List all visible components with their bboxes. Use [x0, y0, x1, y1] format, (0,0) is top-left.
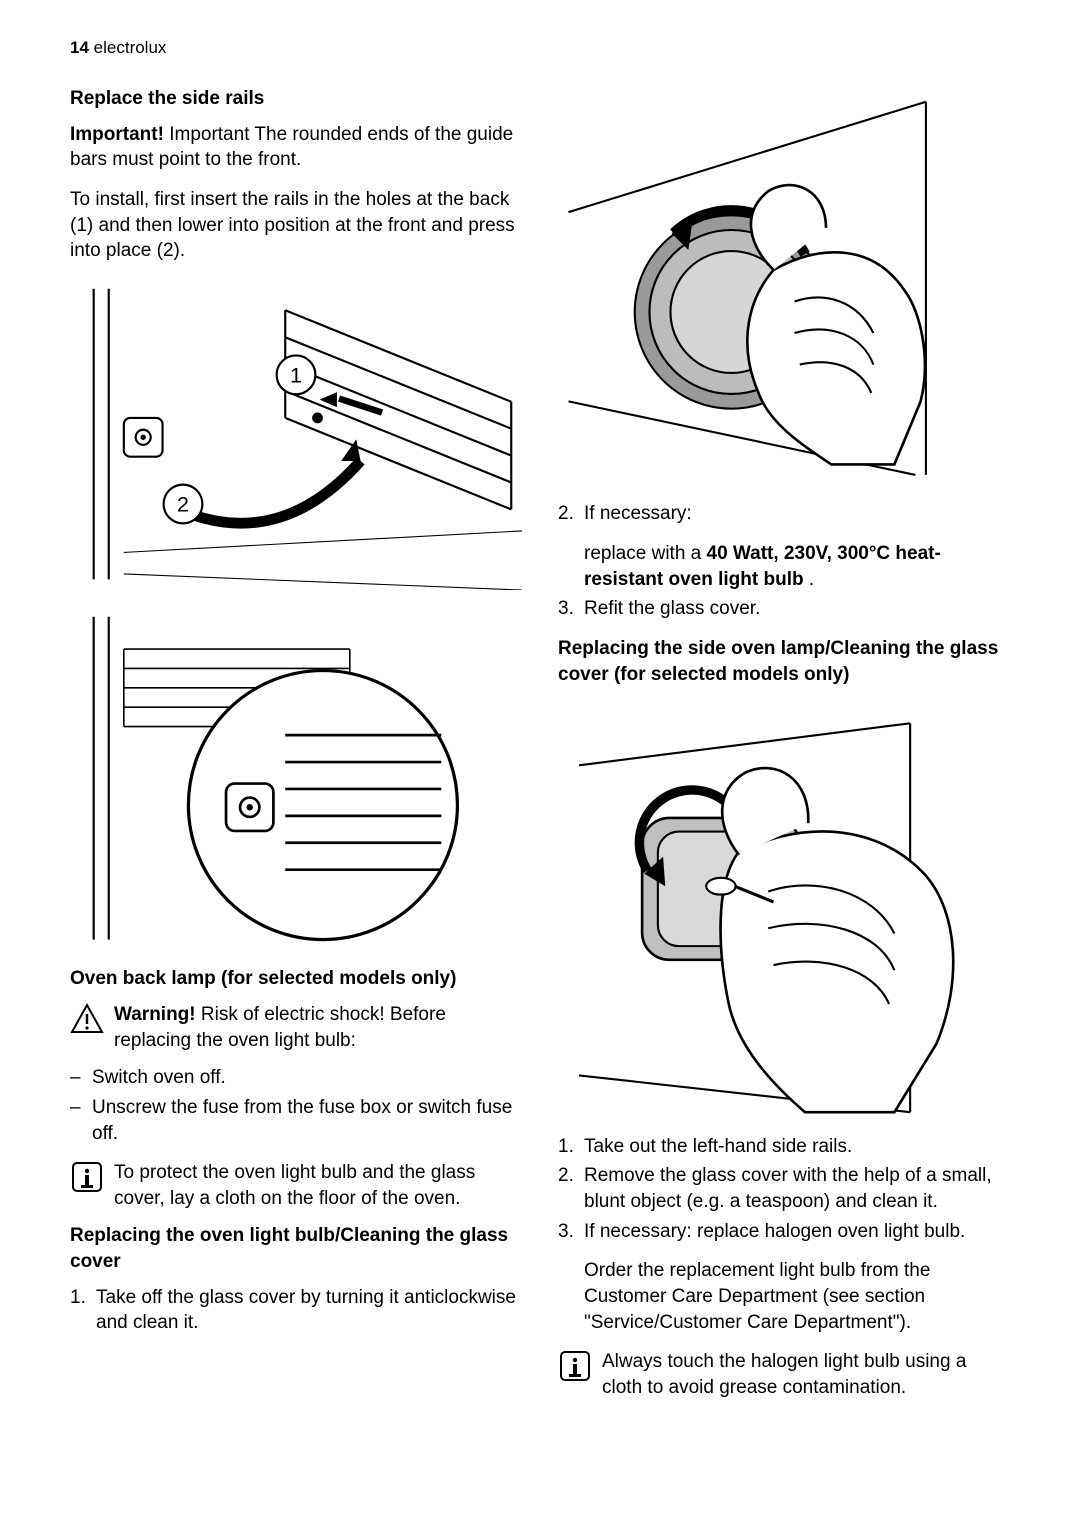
rails-detail-svg — [70, 606, 522, 950]
step-text: Take off the glass cover by turning it a… — [96, 1287, 516, 1334]
s3b: Order the replacement light bulb from th… — [558, 1258, 1010, 1335]
heading-back-lamp: Oven back lamp (for selected models only… — [70, 966, 522, 992]
bulb-steps-right-3: 3.Refit the glass cover. — [558, 596, 1010, 622]
list-item: 3.Refit the glass cover. — [558, 596, 1010, 622]
info-icon — [70, 1160, 104, 1194]
heading-replace-bulb: Replacing the oven light bulb/Cleaning t… — [70, 1223, 522, 1274]
list-item: 1.Take off the glass cover by turning it… — [70, 1285, 522, 1336]
side-lamp-svg — [558, 697, 1010, 1117]
important-paragraph: Important! Important The rounded ends of… — [70, 122, 522, 173]
page-number: 14 — [70, 38, 89, 57]
step2-lead: If necessary: — [584, 503, 692, 524]
precaution-list: Switch oven off. Unscrew the fuse from t… — [70, 1065, 522, 1146]
info-block-halogen: Always touch the halogen light bulb usin… — [558, 1349, 1010, 1400]
rails-insert-svg: 1 2 — [70, 278, 522, 590]
callout-1: 1 — [290, 363, 302, 387]
install-paragraph: To install, first insert the rails in th… — [70, 187, 522, 264]
page-header: 14 electrolux — [70, 38, 1010, 58]
important-lead: Important! — [70, 124, 164, 145]
list-item: Unscrew the fuse from the fuse box or sw… — [70, 1095, 522, 1146]
heading-replace-rails: Replace the side rails — [70, 86, 522, 112]
side-lamp-steps: 1.Take out the left-hand side rails. 2.R… — [558, 1134, 1010, 1245]
bulb-steps-right: 2. If necessary: — [558, 501, 1010, 527]
step3-text: Refit the glass cover. — [584, 598, 760, 619]
warning-block: Warning! Risk of electric shock! Before … — [70, 1002, 522, 1053]
figure-rails-detail — [70, 606, 522, 950]
list-item: 3.If necessary: replace halogen oven lig… — [558, 1219, 1010, 1245]
info-cloth-text: To protect the oven light bulb and the g… — [114, 1160, 522, 1211]
bulb-steps-left: 1.Take off the glass cover by turning it… — [70, 1285, 522, 1336]
two-column-layout: Replace the side rails Important! Import… — [70, 86, 1010, 1413]
left-column: Replace the side rails Important! Import… — [70, 86, 522, 1413]
right-column: 2. If necessary: replace with a 40 Watt,… — [558, 86, 1010, 1413]
info-block-cloth: To protect the oven light bulb and the g… — [70, 1160, 522, 1211]
info-halogen-text: Always touch the halogen light bulb usin… — [602, 1349, 1010, 1400]
s3a: If necessary: replace halogen oven light… — [584, 1221, 965, 1242]
figure-unscrew-cover — [558, 86, 1010, 485]
s1: Take out the left-hand side rails. — [584, 1136, 852, 1157]
list-item: 1.Take out the left-hand side rails. — [558, 1134, 1010, 1160]
list-item: 2. If necessary: — [558, 501, 1010, 527]
step2-sub: replace with a 40 Watt, 230V, 300°C heat… — [558, 541, 1010, 592]
step2-body2: . — [804, 569, 815, 590]
figure-side-lamp — [558, 697, 1010, 1117]
warning-icon — [70, 1002, 104, 1036]
warning-text: Warning! Risk of electric shock! Before … — [114, 1002, 522, 1053]
s2: Remove the glass cover with the help of … — [584, 1165, 992, 1212]
unscrew-cover-svg — [558, 86, 1010, 485]
info-icon — [558, 1349, 592, 1383]
warning-lead: Warning! — [114, 1004, 196, 1025]
figure-rails-insert: 1 2 — [70, 278, 522, 590]
step2-body1: replace with a — [584, 543, 707, 564]
heading-side-lamp: Replacing the side oven lamp/Cleaning th… — [558, 636, 1010, 687]
list-item: 2.Remove the glass cover with the help o… — [558, 1163, 1010, 1214]
list-item: Switch oven off. — [70, 1065, 522, 1091]
brand-name: electrolux — [94, 38, 167, 57]
callout-2: 2 — [177, 492, 189, 516]
